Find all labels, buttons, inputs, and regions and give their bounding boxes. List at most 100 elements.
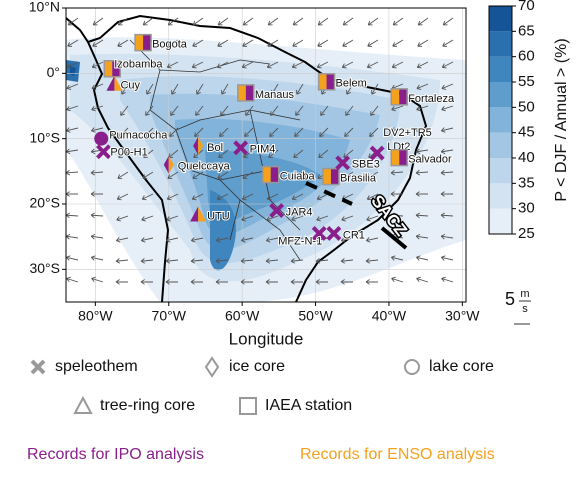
x-tick-label: 30°W	[445, 308, 480, 324]
tree-symbol	[106, 75, 115, 91]
wind-vector	[117, 171, 129, 179]
wind-vector	[367, 171, 379, 179]
wind-vector	[92, 17, 104, 26]
wind-vector	[220, 105, 229, 116]
colorbar-band	[489, 158, 512, 184]
wind-vector	[345, 105, 354, 116]
station-symbol	[135, 34, 144, 51]
site-label: SBE3	[352, 159, 380, 171]
wind-vector	[142, 171, 154, 179]
wind-vector	[119, 127, 129, 138]
station-symbol	[245, 84, 254, 101]
wind-vector	[365, 258, 379, 264]
wind-vector	[191, 193, 204, 201]
wind-vector	[90, 255, 104, 261]
site-label: P00-H1	[110, 147, 147, 159]
legend: speleothem ice core lake core tree-ring cor…	[30, 356, 494, 415]
wind-vector	[344, 127, 354, 138]
station-symbol	[143, 34, 152, 51]
wind-vector	[416, 276, 429, 283]
site-label: Pumacocha	[109, 130, 168, 142]
wind-vector	[316, 215, 329, 222]
wind-vector	[342, 39, 354, 47]
wind-vector	[367, 17, 379, 26]
station-outline	[322, 167, 340, 186]
wind-vector	[221, 83, 229, 95]
wind-vector	[166, 61, 179, 69]
wind-vector	[66, 61, 79, 69]
wind-vector	[192, 39, 204, 47]
wind-vector	[215, 279, 229, 285]
site-label: Belem	[336, 78, 367, 90]
wind-vector	[170, 105, 179, 116]
coastline	[87, 41, 170, 302]
wind-vector	[293, 149, 304, 159]
contour	[210, 190, 236, 271]
wind-vector	[240, 279, 254, 285]
wind-vector	[415, 255, 429, 261]
wind-vector	[241, 61, 254, 69]
wind-vector	[90, 233, 104, 240]
wind-vector	[365, 237, 379, 243]
wind-vector	[341, 61, 354, 69]
wind-vector	[315, 258, 329, 264]
wind-vector	[266, 215, 279, 222]
wind-vector	[216, 193, 229, 201]
wind-vector	[66, 105, 79, 112]
wind-vector	[140, 279, 154, 285]
wind-vector	[145, 105, 154, 116]
wind-vector	[416, 61, 429, 69]
wind-vector	[115, 279, 129, 285]
station-outline	[390, 148, 408, 167]
wind-vector	[271, 83, 279, 95]
wind-vector	[90, 127, 104, 133]
wind-vector	[167, 17, 179, 26]
wind-vector	[241, 193, 254, 201]
wind-vector	[66, 212, 79, 219]
station-symbol	[330, 168, 339, 185]
wind-vector	[292, 39, 304, 47]
wind-vector	[442, 39, 454, 47]
station-symbol	[399, 88, 408, 105]
station-symbol	[391, 149, 400, 166]
wind-vector	[66, 276, 79, 283]
wind-vector	[416, 83, 429, 90]
lake-symbol	[94, 131, 109, 146]
station-outline	[134, 33, 152, 52]
sacz-line	[380, 226, 408, 250]
colorbar-tick-label: 45	[518, 124, 535, 141]
wind-vector	[265, 279, 279, 285]
wind-vector	[442, 17, 454, 26]
ice-symbol	[163, 155, 169, 174]
colorbar-tick-label: 70	[518, 0, 535, 14]
wind-vector	[440, 127, 454, 133]
wind-vector	[91, 105, 104, 112]
speleothem-symbol	[326, 225, 342, 241]
site-label: UTU	[207, 210, 230, 222]
wind-vector	[66, 191, 79, 197]
wind-vector	[340, 279, 354, 285]
lake-symbol	[404, 359, 420, 375]
wind-vector	[416, 105, 429, 112]
wind-vector	[317, 17, 329, 26]
wind-vector	[116, 215, 129, 222]
speleothem-symbol	[96, 144, 111, 160]
y-tick-label: 20°S	[29, 195, 60, 211]
wind-vector	[441, 61, 454, 69]
wind-vector	[242, 39, 254, 47]
site-label: JAR4	[286, 206, 313, 218]
wind-vector	[115, 258, 129, 264]
colorbar-band	[489, 208, 512, 234]
ice-symbol	[198, 136, 204, 155]
station-outline	[317, 73, 336, 91]
speleothem-symbol	[233, 140, 249, 156]
speleothem-symbol	[311, 225, 327, 241]
wind-vector	[371, 83, 379, 95]
sites: Bogota Izobamba Cuy Belem Manaus Fortaleza Pum…	[94, 33, 456, 248]
wind-vector	[294, 127, 304, 138]
wind-vector	[120, 105, 129, 116]
wind-vector	[441, 276, 454, 283]
wind-vector	[265, 258, 279, 264]
wind-vector	[346, 83, 354, 95]
contour	[205, 150, 320, 223]
